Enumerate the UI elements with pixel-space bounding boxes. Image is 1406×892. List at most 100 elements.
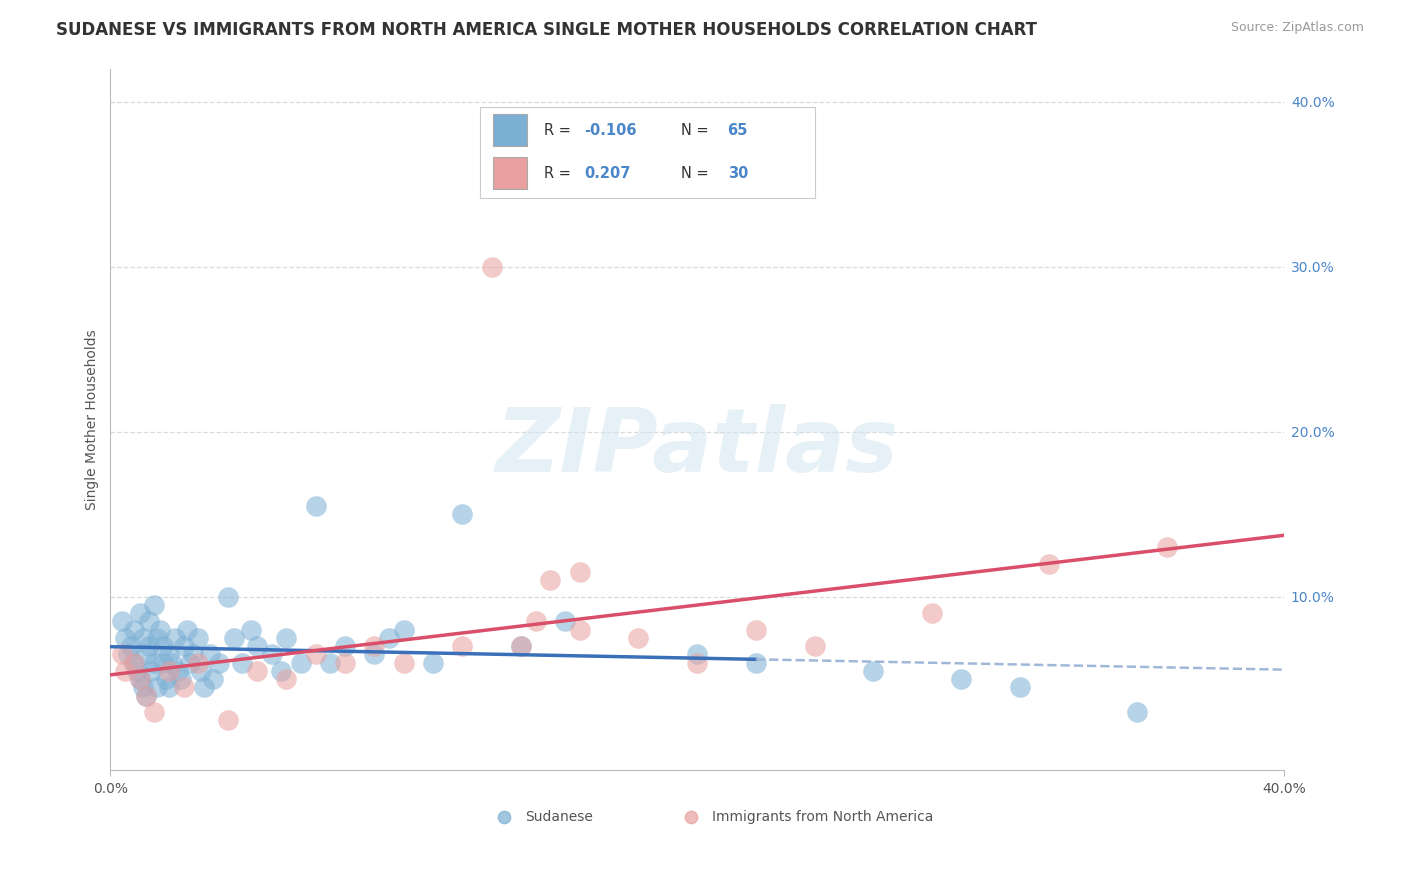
Point (921, 606, 943, 620)
Point (167, 664, 190, 678)
Point (173, 639, 195, 653)
Point (246, 639, 269, 653)
Point (157, 664, 180, 678)
Point (181, 647, 204, 661)
Point (510, 639, 533, 653)
Point (745, 656, 768, 670)
Point (276, 631, 298, 645)
Point (141, 664, 163, 678)
Point (202, 672, 225, 686)
Point (208, 656, 231, 670)
Point (950, 672, 973, 686)
Point (217, 590, 239, 604)
Point (222, 631, 245, 645)
Point (120, 639, 142, 653)
Point (451, 639, 474, 653)
Point (122, 656, 145, 670)
Point (686, 647, 709, 661)
Point (1126, 705, 1149, 719)
Point (745, 623, 768, 637)
Point (111, 647, 134, 661)
Point (803, 639, 825, 653)
Point (1008, 680, 1031, 694)
Point (627, 631, 650, 645)
Point (128, 672, 150, 686)
Point (392, 656, 415, 670)
Point (568, 565, 591, 579)
Point (290, 656, 312, 670)
Point (122, 623, 145, 637)
Point (363, 639, 385, 653)
Point (163, 631, 186, 645)
Point (481, 260, 503, 274)
Point (246, 664, 269, 678)
Point (217, 713, 239, 727)
Point (363, 647, 385, 661)
Point (451, 507, 474, 521)
Point (128, 606, 150, 620)
Point (190, 664, 212, 678)
Text: ZIPatlas: ZIPatlas (496, 404, 898, 491)
Point (143, 656, 166, 670)
Point (125, 664, 148, 678)
Point (128, 672, 150, 686)
Point (305, 499, 328, 513)
Point (231, 656, 253, 670)
Point (392, 623, 415, 637)
Point (135, 647, 157, 661)
Point (540, 573, 562, 587)
Point (131, 680, 153, 694)
Point (138, 639, 160, 653)
Text: Sudanese: Sudanese (524, 811, 592, 824)
Point (1038, 557, 1060, 571)
Point (173, 680, 195, 694)
Point (111, 614, 134, 628)
Point (135, 689, 157, 703)
Point (524, 614, 547, 628)
Point (160, 656, 183, 670)
Point (568, 623, 591, 637)
Point (155, 672, 177, 686)
Point (176, 623, 198, 637)
Text: Immigrants from North America: Immigrants from North America (713, 811, 934, 824)
Point (122, 656, 145, 670)
Point (240, 623, 263, 637)
Point (862, 664, 884, 678)
Point (157, 680, 180, 694)
Point (187, 631, 209, 645)
Point (510, 639, 533, 653)
Point (114, 631, 136, 645)
Point (305, 647, 328, 661)
Point (131, 631, 153, 645)
Point (193, 680, 215, 694)
Text: SUDANESE VS IMMIGRANTS FROM NORTH AMERICA SINGLE MOTHER HOUSEHOLDS CORRELATION C: SUDANESE VS IMMIGRANTS FROM NORTH AMERIC… (56, 21, 1038, 38)
Point (146, 631, 169, 645)
Point (333, 656, 356, 670)
Point (270, 664, 292, 678)
Point (117, 647, 139, 661)
Point (187, 656, 209, 670)
Point (378, 631, 401, 645)
Point (143, 598, 166, 612)
Point (135, 689, 157, 703)
Point (276, 672, 298, 686)
Point (333, 639, 356, 653)
Point (554, 614, 576, 628)
Point (152, 656, 174, 670)
Point (1156, 540, 1178, 554)
Point (146, 680, 169, 694)
Point (422, 656, 444, 670)
Point (114, 664, 136, 678)
Point (152, 639, 174, 653)
Point (1083, 867, 1105, 881)
Point (179, 656, 201, 670)
Point (260, 647, 283, 661)
Point (198, 647, 221, 661)
Point (143, 705, 166, 719)
Point (149, 623, 172, 637)
Point (319, 656, 342, 670)
Point (686, 656, 709, 670)
Point (170, 672, 193, 686)
Point (157, 647, 180, 661)
Y-axis label: Single Mother Households: Single Mother Households (86, 329, 100, 509)
